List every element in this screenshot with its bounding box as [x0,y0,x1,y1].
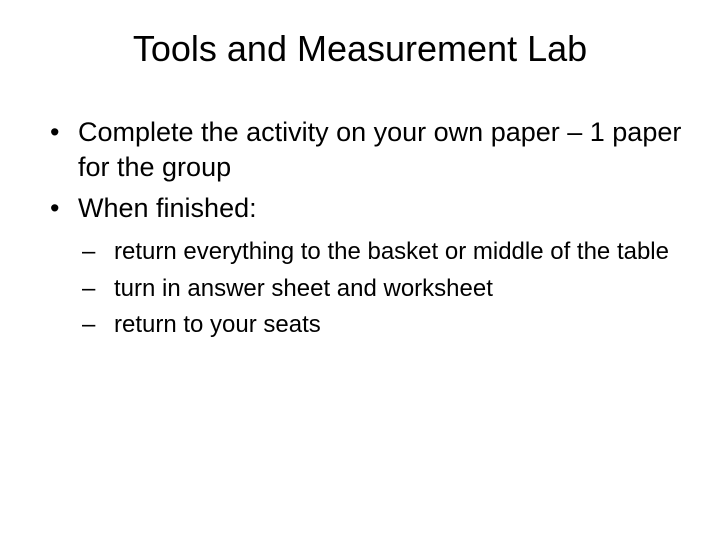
main-bullet-item: Complete the activity on your own paper … [50,115,690,185]
main-bullet-list: Complete the activity on your own paper … [30,115,690,226]
sub-bullet-item: return everything to the basket or middl… [82,236,690,268]
sub-bullet-item: turn in answer sheet and worksheet [82,273,690,305]
sub-bullet-list: return everything to the basket or middl… [30,236,690,341]
slide-title: Tools and Measurement Lab [30,28,690,70]
main-bullet-item: When finished: [50,191,690,226]
sub-bullet-item: return to your seats [82,309,690,341]
